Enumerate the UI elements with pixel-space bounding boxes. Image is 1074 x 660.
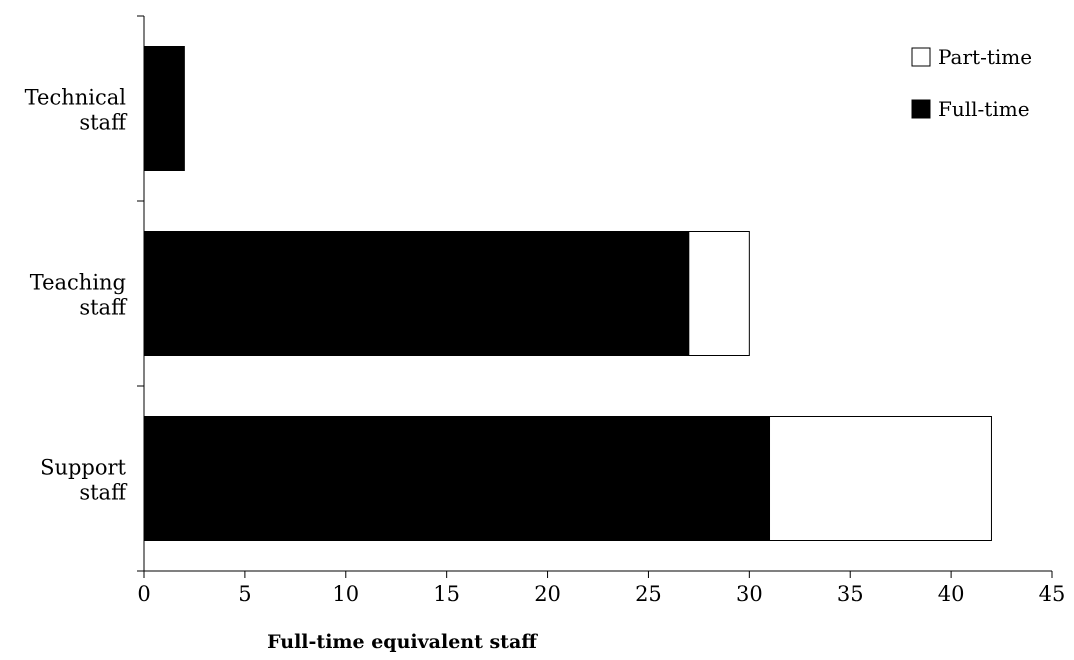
category-label: Technical staff [25, 86, 128, 135]
bar-part-time [769, 416, 992, 541]
category-label-line: Support [40, 456, 126, 480]
x-tick-label: 25 [635, 582, 662, 606]
bar-full-time [143, 46, 185, 171]
x-tick-label: 10 [332, 582, 359, 606]
legend-swatch [911, 47, 931, 67]
legend: Part-time Full-time [911, 45, 1032, 121]
x-tick-label: 45 [1039, 582, 1066, 606]
category-label-line: Technical [25, 86, 127, 110]
x-tick-label: 15 [433, 582, 460, 606]
category-label: Support staff [40, 456, 128, 505]
x-tick-label: 0 [137, 582, 150, 606]
x-tick-label: 35 [837, 582, 864, 606]
chart-marks [143, 46, 992, 541]
x-tick-label: 30 [736, 582, 763, 606]
category-label-line: staff [79, 481, 128, 505]
category-label-line: Teaching [30, 271, 126, 295]
x-axis-title: Full-time equivalent staff [267, 631, 538, 653]
y-axis-ticks [137, 15, 144, 572]
bar-part-time [688, 231, 750, 356]
category-label: Teaching staff [30, 271, 128, 320]
legend-label: Part-time [938, 45, 1032, 69]
x-tick-label: 40 [938, 582, 965, 606]
legend-swatch [911, 99, 931, 119]
x-tick-label: 20 [534, 582, 561, 606]
x-tick-label: 5 [238, 582, 251, 606]
bar-full-time [143, 416, 771, 541]
bar-full-time [143, 231, 690, 356]
legend-label: Full-time [938, 97, 1030, 121]
x-axis-ticks: 0 5 10 15 20 25 30 35 40 45 [137, 571, 1065, 606]
category-label-line: staff [79, 296, 128, 320]
category-label-line: staff [79, 111, 128, 135]
